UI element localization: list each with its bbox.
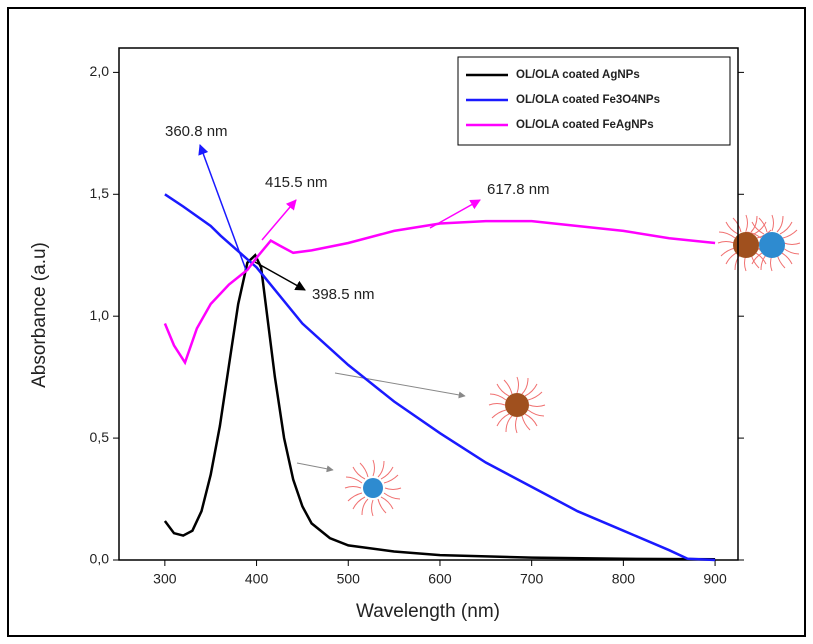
ag-icon <box>344 459 402 517</box>
annotation: 398.5 nm <box>312 286 375 303</box>
x-axis-title: Wavelength (nm) <box>356 601 500 622</box>
x-tick-label: 600 <box>428 571 452 587</box>
annotation-arrow <box>261 199 297 241</box>
series-line <box>164 193 716 562</box>
y-tick-label: 0,0 <box>90 551 110 567</box>
y-tick-label: 2,0 <box>90 63 110 79</box>
pointer-arrow <box>296 462 334 473</box>
annotation-arrow <box>198 144 247 271</box>
feag-icon <box>717 214 801 272</box>
legend-label: OL/OLA coated FeAgNPs <box>516 119 654 131</box>
y-tick-label: 0,5 <box>90 429 110 445</box>
x-tick-label: 400 <box>245 571 269 587</box>
annotation: 360.8 nm <box>165 123 228 140</box>
y-tick-label: 1,5 <box>90 185 110 201</box>
annotation: 617.8 nm <box>487 181 550 198</box>
annotation: 415.5 nm <box>265 174 328 191</box>
series-line <box>163 219 716 366</box>
annotation-arrow <box>254 261 306 291</box>
x-tick-label: 900 <box>703 571 727 587</box>
series-line <box>163 253 716 561</box>
x-tick-label: 700 <box>520 571 544 587</box>
legend-label: OL/OLA coated Fe3O4NPs <box>516 94 660 106</box>
fe3o4-icon <box>488 376 546 434</box>
y-tick-label: 1,0 <box>90 307 110 323</box>
y-axis-title: Absorbance (a.u) <box>29 242 50 388</box>
annotation-arrow <box>429 199 481 229</box>
x-tick-label: 800 <box>612 571 636 587</box>
legend-label: OL/OLA coated AgNPs <box>516 69 640 81</box>
pointer-arrow <box>334 372 466 399</box>
x-tick-label: 300 <box>153 571 177 587</box>
outer-border <box>7 7 806 637</box>
x-tick-label: 500 <box>337 571 361 587</box>
legend: OL/OLA coated AgNPs OL/OLA coated Fe3O4NP… <box>457 56 731 146</box>
plot-frame <box>118 47 739 561</box>
